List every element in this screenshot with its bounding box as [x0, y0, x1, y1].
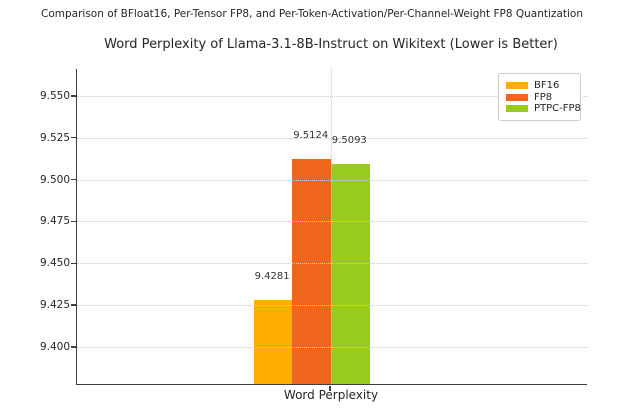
y-tick-label: 9.500	[39, 173, 70, 186]
bar-fp8	[292, 158, 331, 384]
y-tick-mark	[71, 220, 76, 223]
figure-suptitle: Comparison of BFloat16, Per-Tensor FP8, …	[41, 8, 583, 20]
chart-title: Word Perplexity of Llama-3.1-8B-Instruct…	[104, 37, 558, 52]
bar-value-label-fp8: 9.5124	[293, 129, 329, 141]
y-tick-mark	[71, 304, 76, 307]
bar-value-label-ptpc-fp8: 9.5093	[331, 135, 367, 146]
y-tick-label: 9.550	[39, 89, 70, 102]
y-tick-mark	[71, 262, 76, 265]
gridline	[77, 137, 587, 139]
y-tick-label: 9.425	[39, 299, 70, 312]
x-tick-mark	[329, 385, 331, 391]
gridline	[77, 179, 587, 181]
gridline	[77, 221, 587, 223]
legend: BF16 FP8 PTPC-FP8	[498, 73, 581, 121]
legend-item-ptpc-fp8: PTPC-FP8	[506, 103, 581, 114]
legend-swatch-icon	[506, 93, 528, 101]
legend-item-label: PTPC-FP8	[534, 103, 581, 114]
y-tick-mark	[71, 346, 76, 348]
legend-item-fp8: FP8	[506, 92, 573, 103]
legend-item-label: FP8	[534, 91, 553, 103]
y-tick-mark	[71, 178, 76, 181]
bar-value-label-bf16: 9.4281	[254, 271, 290, 283]
gridline	[77, 263, 587, 265]
y-tick-label: 9.450	[39, 257, 70, 270]
gridline	[77, 305, 587, 307]
bar-ptpc-fp8	[331, 164, 370, 384]
y-tick-mark	[71, 95, 76, 97]
x-axis-tick-label: Word Perplexity	[283, 388, 379, 402]
legend-item-label: BF16	[534, 80, 560, 91]
plot-area	[76, 69, 587, 385]
y-tick-label: 9.475	[39, 215, 70, 228]
legend-item-bf16: BF16	[506, 80, 573, 91]
gridline	[77, 347, 587, 349]
bar-bf16	[253, 300, 293, 384]
y-tick-label: 9.400	[39, 341, 70, 354]
legend-swatch-icon	[506, 105, 528, 112]
y-tick-mark	[71, 136, 76, 139]
gridline	[331, 69, 332, 384]
y-tick-label: 9.525	[39, 131, 70, 144]
gridline	[77, 95, 587, 97]
legend-swatch-icon	[506, 82, 528, 89]
